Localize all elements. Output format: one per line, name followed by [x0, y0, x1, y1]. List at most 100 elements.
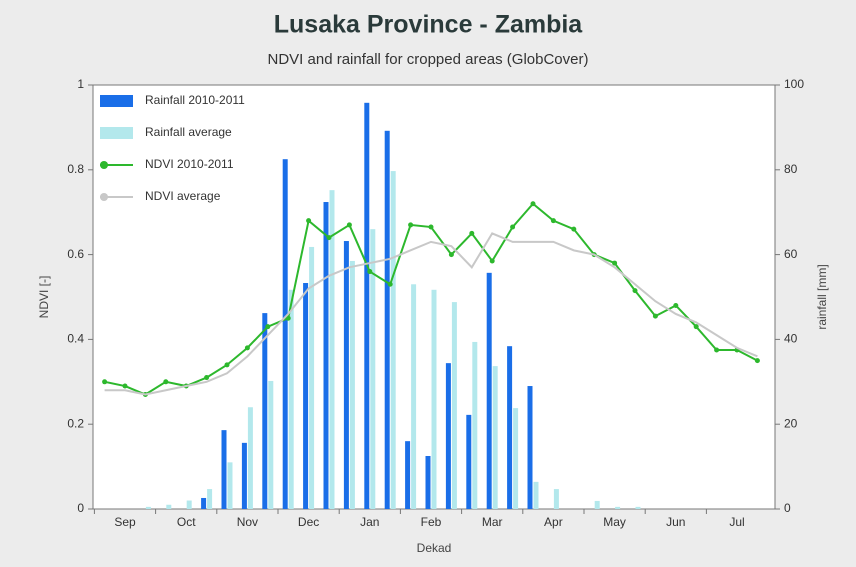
- bar: [451, 302, 457, 509]
- marker: [693, 324, 699, 330]
- bar: [527, 386, 533, 509]
- bar: [384, 130, 390, 510]
- bar: [201, 497, 207, 509]
- marker: [346, 222, 352, 228]
- marker: [469, 230, 475, 236]
- y-axis-label: NDVI [-]: [37, 276, 51, 319]
- x-tick-label: Sep: [114, 515, 136, 529]
- x-tick-label: Dec: [298, 515, 319, 529]
- bar: [227, 462, 233, 509]
- marker: [387, 281, 393, 287]
- y2-tick-label: 20: [784, 416, 798, 430]
- bar: [445, 363, 451, 509]
- x-tick-label: Nov: [237, 515, 258, 529]
- x-tick-label: Jul: [729, 515, 744, 529]
- marker: [428, 224, 434, 230]
- bar: [513, 408, 519, 509]
- x-tick-label: Jan: [360, 515, 379, 529]
- bar: [364, 102, 370, 510]
- legend-label: Rainfall 2010-2011: [145, 93, 245, 107]
- bar: [492, 366, 498, 509]
- marker: [571, 226, 577, 232]
- bar: [594, 500, 600, 509]
- marker: [754, 358, 760, 364]
- marker: [612, 260, 618, 266]
- marker: [448, 252, 454, 258]
- marker: [102, 379, 108, 385]
- bar: [207, 489, 213, 509]
- legend-swatch: [100, 193, 108, 201]
- y-tick-label: 0.8: [67, 162, 84, 176]
- bar: [370, 229, 376, 509]
- marker: [326, 235, 332, 241]
- bar: [323, 202, 329, 510]
- bar: [262, 313, 268, 509]
- bar: [411, 284, 417, 509]
- x-tick-label: May: [603, 515, 626, 529]
- legend-swatch: [100, 161, 108, 169]
- y2-tick-label: 80: [784, 162, 798, 176]
- bar: [247, 407, 253, 509]
- marker: [122, 383, 128, 389]
- bar: [466, 414, 472, 509]
- marker: [489, 258, 495, 264]
- marker: [632, 288, 638, 294]
- legend-swatch: [100, 95, 133, 107]
- bar: [507, 346, 513, 509]
- marker: [224, 362, 230, 368]
- bar: [615, 506, 621, 509]
- marker: [510, 224, 516, 230]
- bar: [145, 506, 151, 509]
- bar: [288, 289, 294, 509]
- x-axis-label: Dekad: [417, 541, 452, 555]
- chart-title: Lusaka Province - Zambia: [274, 11, 584, 39]
- y2-axis-label: rainfall [mm]: [815, 264, 829, 329]
- legend-label: NDVI average: [145, 189, 221, 203]
- bar: [309, 246, 315, 509]
- legend-swatch: [100, 127, 133, 139]
- bar: [343, 241, 349, 510]
- marker: [652, 313, 658, 319]
- marker: [244, 345, 250, 351]
- bar: [349, 260, 355, 509]
- bar: [486, 272, 492, 509]
- y-tick-label: 0.6: [67, 247, 84, 261]
- y2-tick-label: 100: [784, 77, 804, 91]
- bar: [329, 190, 335, 510]
- x-tick-label: Apr: [544, 515, 563, 529]
- bar: [472, 341, 478, 509]
- bar: [221, 430, 227, 509]
- marker: [714, 347, 720, 353]
- bar: [303, 283, 309, 509]
- bar: [553, 489, 559, 509]
- y-tick-label: 0.2: [67, 416, 84, 430]
- marker: [550, 218, 556, 224]
- marker: [408, 222, 414, 228]
- x-tick-label: Mar: [482, 515, 503, 529]
- marker: [265, 324, 271, 330]
- y-tick-label: 0.4: [67, 332, 84, 346]
- bar: [268, 380, 274, 509]
- y-tick-label: 0: [77, 501, 84, 515]
- marker: [163, 379, 169, 385]
- marker: [367, 269, 373, 275]
- legend-label: Rainfall average: [145, 125, 232, 139]
- bar: [241, 442, 247, 509]
- legend-label: NDVI 2010-2011: [145, 157, 234, 171]
- y2-tick-label: 60: [784, 247, 798, 261]
- bar: [282, 159, 288, 509]
- bar: [431, 289, 437, 509]
- chart-subtitle: NDVI and rainfall for cropped areas (Glo…: [268, 51, 589, 68]
- bar: [166, 504, 172, 509]
- marker: [530, 201, 536, 207]
- bar: [390, 171, 396, 509]
- y2-tick-label: 40: [784, 332, 798, 346]
- x-tick-label: Feb: [421, 515, 442, 529]
- bar: [533, 481, 539, 509]
- marker: [673, 302, 679, 308]
- y-tick-label: 1: [77, 77, 84, 91]
- marker: [285, 315, 291, 321]
- marker: [306, 218, 312, 224]
- bar: [425, 456, 431, 509]
